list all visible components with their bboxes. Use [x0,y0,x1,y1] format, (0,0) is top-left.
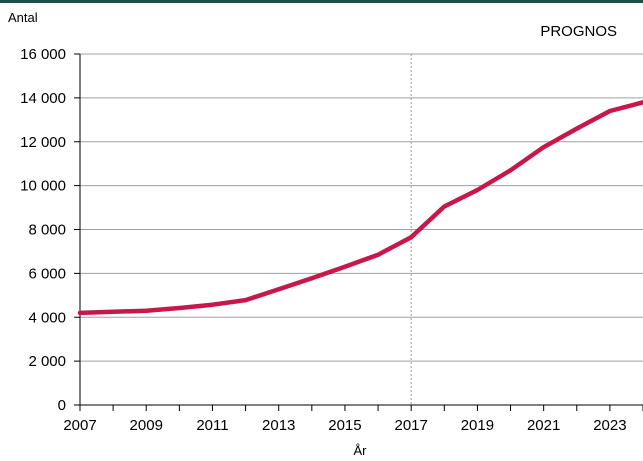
data-point [607,109,612,114]
data-point [210,302,215,307]
data-point [409,235,414,240]
x-tick-label: 2009 [130,417,163,434]
data-point [144,308,149,313]
data-point [541,145,546,150]
x-tick-label: 2011 [196,417,228,434]
data-point [177,306,182,311]
prognos-label: PROGNOS [540,23,617,40]
x-tick-label: 2007 [63,417,96,434]
y-tick-label: 4 000 [28,309,66,326]
y-tick-label: 14 000 [20,90,66,107]
x-tick-label: 2013 [262,417,295,434]
data-point [78,310,82,315]
x-tick-label: 2015 [328,417,361,434]
data-point [309,276,314,281]
data-point [376,252,381,257]
data-point [243,298,248,303]
data-point [442,204,447,209]
data-point [475,188,480,193]
data-point [111,309,116,314]
y-tick-label: 0 [58,397,66,414]
x-tick-label: 2021 [527,417,560,434]
x-tick-label: 2023 [593,417,626,434]
series-line-0 [77,100,643,316]
data-point [574,126,579,131]
data-point [342,264,347,269]
y-tick-label: 10 000 [20,178,66,195]
data-point [508,168,513,173]
y-tick-label: 6 000 [28,265,66,282]
x-tick-label: 2017 [394,417,427,434]
data-point [276,287,281,292]
y-tick-label: 8 000 [28,222,66,239]
y-axis-label: Antal [8,10,38,25]
y-tick-label: 12 000 [20,134,66,151]
y-tick-label: 2 000 [28,353,66,370]
y-tick-label: 16 000 [20,46,66,63]
top-rule [0,0,643,3]
x-tick-label: 2019 [461,417,494,434]
x-axis-label: År [354,443,368,458]
